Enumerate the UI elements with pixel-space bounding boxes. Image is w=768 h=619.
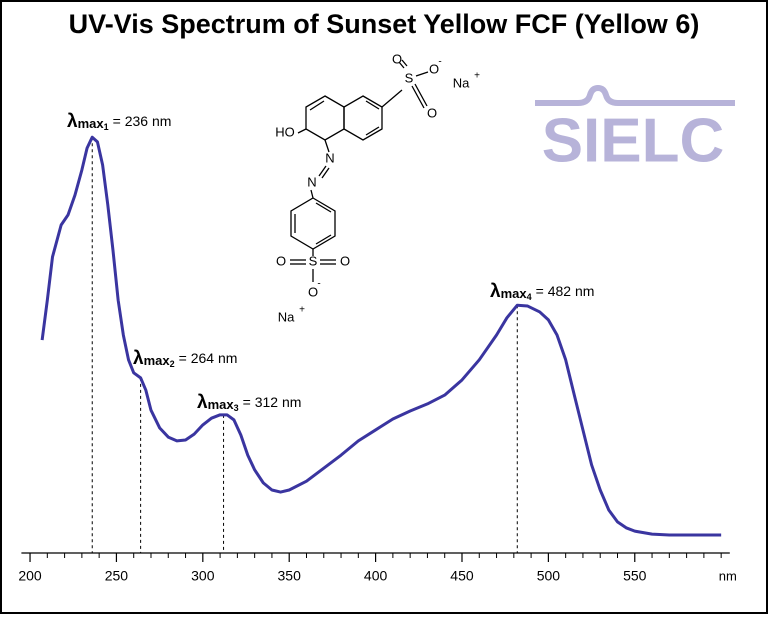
peak-label: λmax2 = 264 nm	[133, 348, 237, 369]
structure-label: Na	[278, 309, 295, 324]
structure-label: O	[429, 61, 439, 76]
logo-text: SIELC	[542, 106, 725, 175]
structure-label: N	[307, 174, 316, 189]
structure-label: HO	[275, 124, 295, 139]
structure-label: S	[405, 70, 414, 85]
peak-symbol: λ	[133, 348, 144, 369]
peak-symbol: λ	[490, 281, 501, 302]
x-tick-label: 250	[105, 568, 129, 584]
peak-index: 1	[104, 122, 109, 132]
structure-label: -	[438, 57, 441, 68]
structure-label: Na	[453, 75, 470, 90]
structure-label: S	[309, 253, 318, 268]
x-tick-label: 400	[364, 568, 388, 584]
peak-text: = 482 nm	[536, 283, 595, 299]
chart-title: UV-Vis Spectrum of Sunset Yellow FCF (Ye…	[69, 9, 700, 39]
peak-label: λmax3 = 312 nm	[197, 392, 301, 413]
peak-symbol: λ	[67, 111, 78, 132]
structure-label: O	[392, 51, 402, 66]
structure-label: +	[474, 71, 480, 82]
structure-label: +	[299, 305, 305, 316]
structure-label: O	[308, 284, 318, 299]
peak-text: = 264 nm	[179, 350, 238, 366]
structure-label: -	[317, 279, 320, 290]
x-tick-label: 550	[623, 568, 647, 584]
peak-text: = 236 nm	[113, 113, 172, 129]
x-tick-label: 300	[191, 568, 215, 584]
x-tick-label: 200	[18, 568, 42, 584]
structure-bonds	[290, 59, 429, 282]
structure-label: O	[427, 105, 437, 120]
x-tick-label: 350	[278, 568, 302, 584]
peak-symbol: λ	[197, 392, 208, 413]
x-tick-label: 450	[450, 568, 474, 584]
structure-label: O	[340, 253, 350, 268]
peak-index: 4	[527, 292, 532, 302]
peak-label: λmax4 = 482 nm	[490, 281, 594, 302]
structure-label: O	[276, 253, 286, 268]
structure-label: N	[325, 150, 334, 165]
peak-sub: max	[78, 116, 105, 131]
peak-sub: max	[208, 397, 235, 412]
x-axis-label: nm	[719, 568, 737, 583]
spectrum-line	[40, 135, 722, 537]
peak-label: λmax1 = 236 nm	[67, 111, 171, 132]
peak-index: 3	[234, 403, 239, 413]
peak-text: = 312 nm	[243, 394, 302, 410]
logo-swoosh	[535, 84, 735, 106]
peak-sub: max	[501, 286, 528, 301]
logo: SIELC	[535, 84, 735, 175]
peak-sub: max	[144, 353, 171, 368]
x-tick-label: 500	[537, 568, 561, 584]
peak-index: 2	[170, 359, 175, 369]
